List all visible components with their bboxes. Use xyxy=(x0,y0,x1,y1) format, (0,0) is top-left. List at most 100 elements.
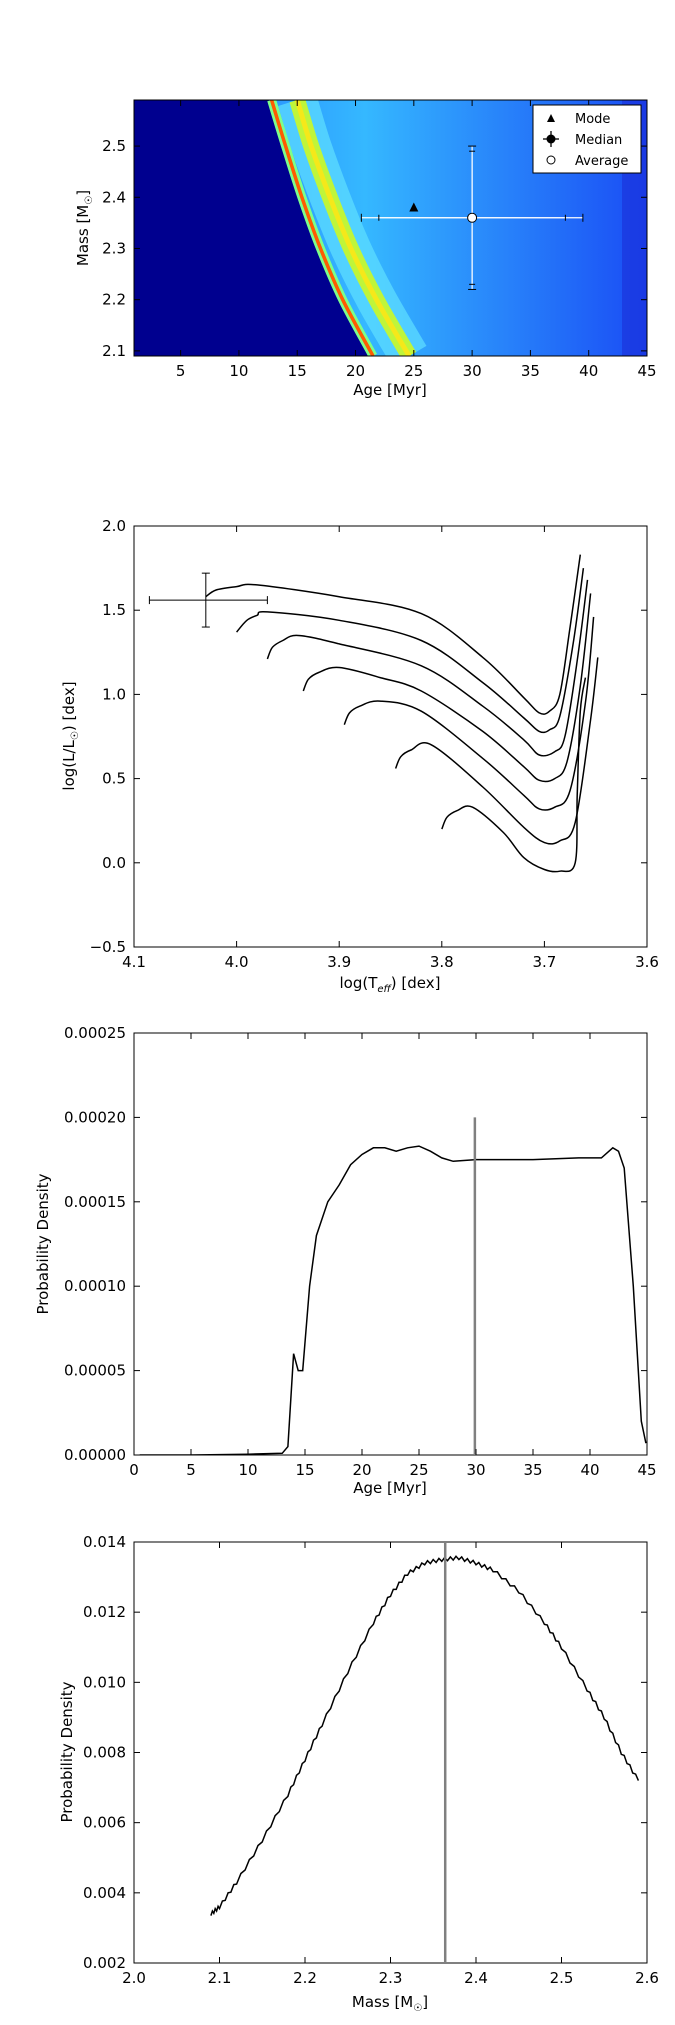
y-tick-label: 0.008 xyxy=(83,1744,126,1762)
y-tick-label: 0.010 xyxy=(83,1673,126,1691)
x-tick-label: 2.5 xyxy=(550,1969,574,1987)
x-tick-label: 20 xyxy=(352,1461,371,1479)
legend-median-marker xyxy=(546,134,556,144)
average-marker xyxy=(467,212,478,223)
y-tick-label: −0.5 xyxy=(90,938,126,956)
mass-pdf-curve xyxy=(210,1555,640,1916)
mass-pdf-curve-group xyxy=(210,1542,640,1963)
mass-pdf-panel: 2.0 2.1 2.2 2.3 2.4 2.5 2.6 0.0020.0040.0060.0… xyxy=(58,1533,659,2014)
observed-star-errorbar xyxy=(148,572,268,628)
y-tick-label: 0.004 xyxy=(83,1884,126,1902)
x-tick-label: 2.3 xyxy=(379,1969,403,1987)
y-tick-label: 2.5 xyxy=(102,137,126,155)
x-tick-label: 2.6 xyxy=(635,1969,659,1987)
evolutionary-track-4 xyxy=(302,593,592,783)
y-tick-label: 0.012 xyxy=(83,1603,126,1621)
x-tick-label: 3.7 xyxy=(532,953,556,971)
x-tick-label: 4.1 xyxy=(122,953,146,971)
legend-mode-marker xyxy=(547,114,555,122)
mass-age-heatmap-panel: 5 10 15 20 25 30 35 40 45 2.1 2.2 2.3 2.4 2.5 Age [M… xyxy=(74,99,657,399)
x-tick-label: 45 xyxy=(637,1461,656,1479)
heatmap-broad-ridge-core xyxy=(294,100,412,356)
x-tick-label: 25 xyxy=(409,1461,428,1479)
y-tick-label: 0.006 xyxy=(83,1814,126,1832)
x-tick-label: 40 xyxy=(579,362,598,380)
y-axis-label: Probability Density xyxy=(34,1173,52,1314)
x-tick-label: 30 xyxy=(463,362,482,380)
y-tick-label: 0.00000 xyxy=(64,1446,126,1464)
x-axis-label: log(Teff) [dex] xyxy=(340,974,441,995)
evolutionary-track-2 xyxy=(236,567,585,734)
x-tick-label: 0 xyxy=(129,1461,139,1479)
x-tick-label: 45 xyxy=(637,362,656,380)
y-tick-label: 1.0 xyxy=(102,685,126,703)
plot-frame xyxy=(133,525,648,948)
y-tick-label: 0.014 xyxy=(83,1533,126,1551)
legend: Mode Median Average xyxy=(532,104,642,174)
y-axis-ticks: 0.00000 0.00005 0.00010 0.00015 0.00020 0.000… xyxy=(64,1024,647,1464)
x-tick-label: 3.6 xyxy=(635,953,659,971)
evolutionary-track-1 xyxy=(205,554,582,715)
heatmap-dark-region xyxy=(134,100,371,356)
y-tick-label: 2.0 xyxy=(102,517,126,535)
evolutionary-track-6 xyxy=(394,657,599,845)
y-tick-label: 2.2 xyxy=(102,291,126,309)
y-axis-ticks: −0.5 0.0 0.5 1.0 1.5 2.0 xyxy=(90,517,647,956)
age-pdf-curve-group xyxy=(139,1117,647,1455)
x-tick-label: 10 xyxy=(238,1461,257,1479)
x-tick-label: 3.8 xyxy=(430,953,454,971)
hr-diagram-panel: 4.1 4.0 3.9 3.8 3.7 3.6 −0.5 0.0 0.5 1.0 1.5 2.0 l… xyxy=(60,517,659,995)
x-tick-label: 10 xyxy=(229,362,248,380)
y-axis-ticks: 2.1 2.2 2.3 2.4 2.5 xyxy=(102,137,647,360)
y-tick-label: 0.00010 xyxy=(64,1277,126,1295)
x-tick-label: 5 xyxy=(186,1461,196,1479)
x-axis-label: Age [Myr] xyxy=(353,381,426,399)
x-axis-ticks: 0 5 10 15 20 25 30 35 40 45 xyxy=(129,1033,657,1479)
x-tick-label: 35 xyxy=(521,362,540,380)
x-tick-label: 15 xyxy=(288,362,307,380)
x-tick-label: 4.0 xyxy=(225,953,249,971)
x-axis-ticks: 4.1 4.0 3.9 3.8 3.7 3.6 xyxy=(122,526,659,971)
x-tick-label: 2.0 xyxy=(122,1969,146,1987)
y-tick-label: 0.00025 xyxy=(64,1024,126,1042)
plot-frame xyxy=(133,1541,648,1964)
legend-median-label: Median xyxy=(575,133,622,148)
x-axis-label: Age [Myr] xyxy=(353,1479,426,1497)
x-tick-label: 20 xyxy=(346,362,365,380)
y-tick-label: 0.0 xyxy=(102,854,126,872)
y-tick-label: 0.00005 xyxy=(64,1362,126,1380)
y-tick-label: 2.3 xyxy=(102,239,126,257)
plot-frame xyxy=(133,1032,648,1456)
x-axis-ticks: 5 10 15 20 25 30 35 40 45 xyxy=(176,100,657,380)
y-tick-label: 0.00020 xyxy=(64,1108,126,1126)
x-axis-ticks: 2.0 2.1 2.2 2.3 2.4 2.5 2.6 xyxy=(122,1542,659,1987)
legend-mode-label: Mode xyxy=(575,112,610,127)
summary-markers xyxy=(360,145,584,290)
y-tick-label: 0.002 xyxy=(83,1954,126,1972)
evolutionary-track-3 xyxy=(266,579,589,757)
heatmap-narrow-ridge xyxy=(269,100,375,356)
x-tick-label: 40 xyxy=(580,1461,599,1479)
mode-marker xyxy=(409,202,419,212)
x-tick-label: 5 xyxy=(176,362,186,380)
y-tick-label: 2.1 xyxy=(102,342,126,360)
evolutionary-tracks xyxy=(205,554,599,873)
x-tick-label: 2.1 xyxy=(208,1969,232,1987)
legend-average-marker xyxy=(546,155,556,165)
x-tick-label: 15 xyxy=(295,1461,314,1479)
evolutionary-track-7 xyxy=(441,677,587,873)
y-axis-label: log(L/L☉) [dex] xyxy=(60,681,81,790)
y-axis-ticks: 0.002 0.004 0.006 0.008 0.010 0.012 0.014 xyxy=(83,1533,647,1972)
legend-average-label: Average xyxy=(575,154,628,169)
y-axis-label: Probability Density xyxy=(58,1681,76,1822)
age-pdf-panel: 0 5 10 15 20 25 30 35 40 45 0.00000 0.00005 0.00010… xyxy=(34,1024,657,1497)
y-axis-label: Mass [M☉] xyxy=(74,190,95,266)
y-tick-label: 1.5 xyxy=(102,601,126,619)
x-axis-label: Mass [M☉] xyxy=(352,1993,428,2014)
y-tick-label: 0.00015 xyxy=(64,1193,126,1211)
plot-frame xyxy=(133,99,648,357)
x-tick-label: 25 xyxy=(404,362,423,380)
x-tick-label: 35 xyxy=(523,1461,542,1479)
x-tick-label: 3.9 xyxy=(327,953,351,971)
